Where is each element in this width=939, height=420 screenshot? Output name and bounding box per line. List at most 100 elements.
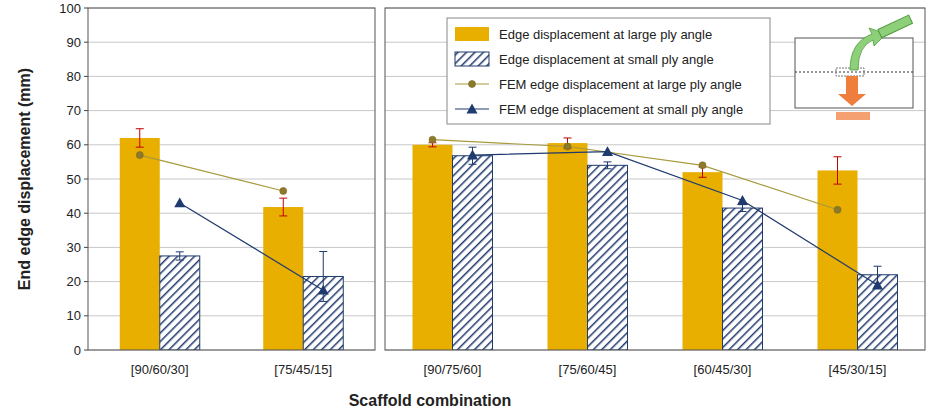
marker [737,195,748,205]
plot-area [413,136,898,350]
error-bar [136,129,144,147]
marker [469,81,476,88]
grid-line [88,110,375,111]
line [473,152,878,285]
grid-line [385,144,925,145]
marker [429,136,436,143]
error-cap [604,168,612,169]
tick-label: 30 [67,240,81,255]
error-cap [319,301,327,302]
error-stem [139,129,140,147]
bar [683,172,723,350]
bar [588,165,628,350]
plot-frame [385,8,925,350]
marker [699,162,706,169]
legend-label: FEM edge displacement at small ply angle [499,102,743,117]
legend-label: FEM edge displacement at large ply angle [499,77,742,92]
error-bar [279,198,287,216]
bar [858,275,898,350]
marker [136,152,143,159]
x-axis-label: Scaffold combination [349,392,512,409]
plot-frame [88,8,375,350]
legend-label: Edge displacement at small ply angle [499,52,714,67]
bar [263,207,303,350]
tick-label: 60 [67,137,81,152]
tick-mark [84,144,88,145]
schematic [795,15,913,120]
legend-box [447,18,770,124]
error-stem [742,205,743,212]
error-cap [699,177,707,178]
tick-mark [84,350,88,351]
bar [453,156,493,350]
error-stem [179,252,180,260]
marker [467,150,478,160]
error-cap [429,146,437,147]
legend-swatch [455,52,489,66]
schematic-frame [795,38,913,108]
tick-label: 100 [59,1,81,16]
category-label: [45/30/15] [829,362,887,377]
marker [834,206,841,213]
schematic-arrow-down [838,76,866,106]
error-stem [837,157,838,184]
bar [303,276,343,350]
error-bar [176,252,184,260]
tick-label: 50 [67,172,81,187]
y-axis-label: End edge displacement (mm) [16,68,33,290]
error-cap [469,164,477,165]
legend-swatch [455,27,489,41]
tick-mark [84,247,88,248]
error-cap [279,215,287,216]
tick-mark [84,8,88,9]
panel: [90/75/60] [75/60/45] [60/45/30] [45/30/15]… [385,8,925,377]
legend-label: Edge displacement at large ply angle [499,27,712,42]
marker [872,280,883,290]
tick-mark [84,42,88,43]
error-cap [319,251,327,252]
category-label: [90/75/60] [424,362,482,377]
marker [280,187,287,194]
error-cap [279,198,287,199]
marker [467,104,478,114]
error-cap [739,211,747,212]
error-cap [136,147,144,148]
error-stem [283,198,284,216]
schematic-axis [795,72,913,73]
bar [120,138,160,350]
error-cap [874,266,882,267]
category-label: [60/45/30] [694,362,752,377]
bar [160,256,200,350]
error-cap [176,251,184,252]
error-cap [834,184,842,185]
category-label: [75/60/45] [559,362,617,377]
tick-mark [84,213,88,214]
bar [723,208,763,350]
marker [602,146,613,156]
panel: 0102030405060708090100[90/60/30][75/45/1… [16,1,511,410]
category-label: [90/60/30] [131,362,189,377]
category-label: [75/45/15] [274,362,332,377]
tick-mark [84,179,88,180]
grid-line [88,76,375,77]
tick-label: 40 [67,206,81,221]
schematic-bar-up [878,15,913,38]
tick-label: 80 [67,69,81,84]
error-bar [604,162,612,169]
plot-area [120,129,344,350]
error-cap [604,161,612,162]
tick-label: 90 [67,35,81,50]
tick-mark [84,110,88,111]
tick-label: 20 [67,274,81,289]
error-stem [607,162,608,169]
error-cap [564,137,572,138]
bar [413,145,453,350]
tick-label: 0 [74,343,81,358]
tick-mark [84,315,88,316]
marker [564,143,571,150]
schematic-bar-down [836,112,870,120]
marker [174,197,185,207]
error-cap [469,147,477,148]
legend: Edge displacement at large ply angle Edge… [447,18,770,124]
error-cap [176,260,184,261]
